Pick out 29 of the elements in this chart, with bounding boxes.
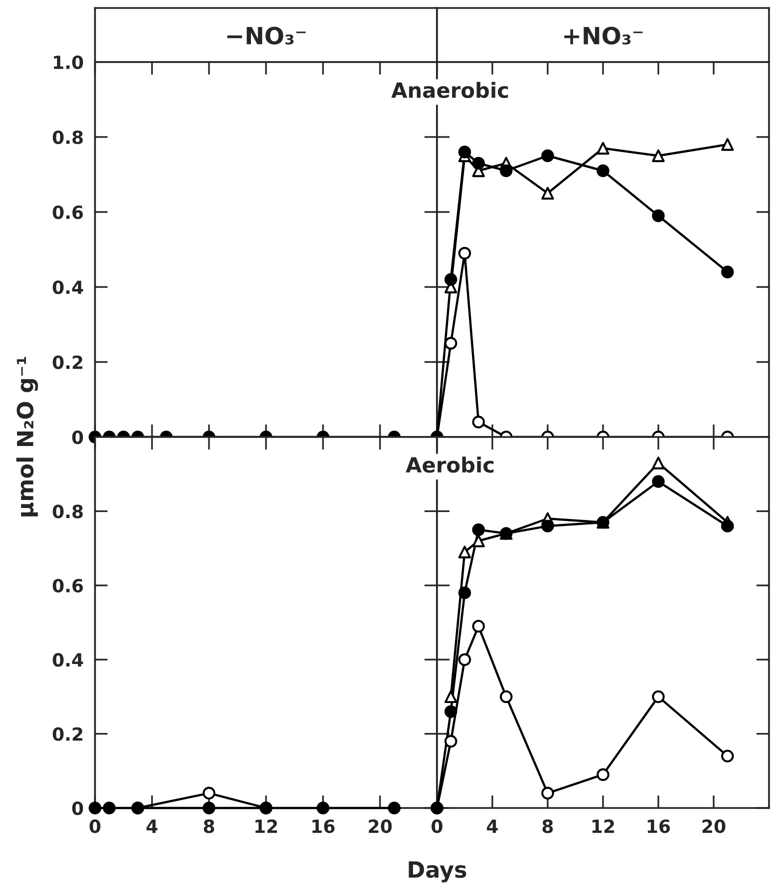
- y-tick-label: 0.4: [52, 653, 84, 667]
- y-tick-label: 0.6: [52, 578, 83, 593]
- annotation: Anaerobic: [391, 82, 508, 98]
- y-tick-label: 0: [72, 801, 84, 816]
- y-tick-label: 1.0: [54, 55, 84, 70]
- annotation: Aerobic: [406, 456, 494, 473]
- y-tick-label: 0.8: [52, 504, 83, 518]
- x-tick-label: 16: [312, 819, 335, 834]
- y-tick-label: 0.6: [52, 205, 83, 220]
- x-axis-title: Days: [408, 861, 466, 882]
- x-tick-label: 12: [255, 819, 277, 833]
- x-tick-label: 0: [90, 819, 100, 834]
- x-tick-label: 12: [592, 819, 614, 833]
- x-tick-label: 16: [648, 819, 670, 834]
- y-tick-label: 0.2: [52, 355, 82, 370]
- y-axis-title: µmol N₂O g⁻¹: [16, 357, 38, 516]
- y-tick-label: 0.2: [52, 727, 82, 741]
- x-tick-label: 8: [542, 819, 553, 834]
- y-tick-label: 0.8: [52, 130, 83, 144]
- x-tick-label: 20: [702, 819, 726, 834]
- chart-title: +NO₃⁻: [564, 26, 643, 45]
- chart-title: −NO₃⁻: [227, 26, 306, 45]
- x-tick-label: 8: [204, 819, 214, 834]
- x-tick-label: 20: [368, 819, 392, 834]
- x-tick-label: 4: [146, 820, 158, 833]
- y-tick-label: 0: [72, 430, 84, 444]
- y-tick-label: 0.4: [52, 280, 84, 294]
- x-tick-label: 4: [486, 820, 498, 833]
- x-tick-label: 0: [432, 819, 442, 834]
